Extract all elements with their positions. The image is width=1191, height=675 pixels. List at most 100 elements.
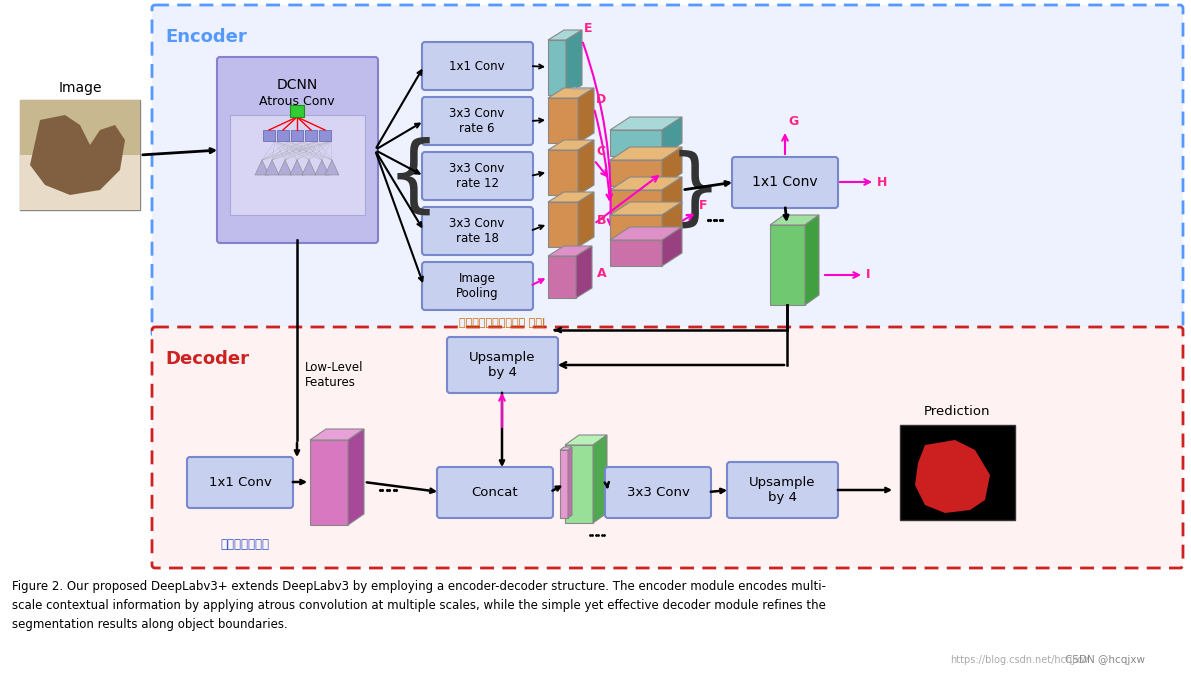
Polygon shape — [560, 447, 572, 450]
Text: D: D — [596, 93, 606, 106]
Text: Image: Image — [58, 81, 101, 95]
FancyBboxPatch shape — [437, 467, 553, 518]
FancyBboxPatch shape — [447, 337, 559, 393]
Polygon shape — [565, 445, 593, 523]
Text: E: E — [584, 22, 592, 35]
Polygon shape — [303, 160, 316, 175]
Polygon shape — [610, 227, 682, 240]
Polygon shape — [289, 160, 304, 175]
Text: Encoder: Encoder — [166, 28, 247, 46]
Polygon shape — [662, 202, 682, 241]
Bar — [278, 130, 289, 141]
FancyBboxPatch shape — [422, 97, 534, 145]
Polygon shape — [348, 429, 364, 525]
Text: 3x3 Conv
rate 12: 3x3 Conv rate 12 — [449, 162, 505, 190]
FancyBboxPatch shape — [422, 262, 534, 310]
Bar — [305, 130, 317, 141]
FancyBboxPatch shape — [727, 462, 838, 518]
Polygon shape — [566, 30, 582, 95]
Polygon shape — [610, 160, 662, 186]
Polygon shape — [593, 435, 607, 523]
Polygon shape — [662, 147, 682, 186]
Polygon shape — [548, 40, 566, 95]
Polygon shape — [548, 140, 594, 150]
Polygon shape — [805, 215, 819, 305]
Bar — [20, 100, 141, 165]
Text: H: H — [877, 176, 887, 188]
Text: Low-Level
Features: Low-Level Features — [305, 361, 363, 389]
Text: Decoder: Decoder — [166, 350, 249, 368]
Text: 这块后续再加吧: 这块后续再加吧 — [220, 538, 269, 551]
Polygon shape — [578, 192, 594, 247]
Polygon shape — [578, 88, 594, 143]
Text: Upsample
by 4: Upsample by 4 — [749, 476, 816, 504]
Polygon shape — [30, 115, 125, 195]
Polygon shape — [662, 117, 682, 156]
Text: Figure 2. Our proposed DeepLabv3+ extends DeepLabv3 by employing a encoder-decod: Figure 2. Our proposed DeepLabv3+ extend… — [12, 580, 827, 631]
Polygon shape — [576, 246, 592, 298]
Polygon shape — [771, 225, 805, 305]
Text: Atrous Conv: Atrous Conv — [260, 95, 335, 108]
Polygon shape — [548, 88, 594, 98]
Polygon shape — [548, 202, 578, 247]
Text: 3x3 Conv
rate 18: 3x3 Conv rate 18 — [449, 217, 505, 245]
Bar — [230, 115, 364, 215]
Text: C: C — [596, 145, 605, 158]
Polygon shape — [662, 227, 682, 266]
Text: B: B — [597, 214, 606, 227]
FancyBboxPatch shape — [732, 157, 838, 208]
Text: I: I — [866, 269, 871, 281]
Polygon shape — [610, 147, 682, 160]
Polygon shape — [565, 435, 607, 445]
Bar — [20, 100, 141, 210]
Polygon shape — [915, 440, 990, 513]
Bar — [291, 130, 303, 141]
Polygon shape — [548, 192, 594, 202]
Text: 1x1 Conv: 1x1 Conv — [208, 475, 272, 489]
Bar — [20, 155, 141, 210]
Polygon shape — [548, 246, 592, 256]
Polygon shape — [548, 30, 582, 40]
Polygon shape — [771, 215, 819, 225]
Polygon shape — [314, 160, 329, 175]
Polygon shape — [310, 429, 364, 440]
Bar — [319, 130, 331, 141]
Polygon shape — [266, 160, 279, 175]
Text: 1x1 Conv: 1x1 Conv — [753, 175, 818, 189]
Text: Image
Pooling: Image Pooling — [456, 272, 498, 300]
FancyBboxPatch shape — [152, 5, 1183, 336]
Polygon shape — [278, 160, 292, 175]
Polygon shape — [548, 256, 576, 298]
Text: CSDN @hcqjxw: CSDN @hcqjxw — [1065, 655, 1145, 665]
Polygon shape — [610, 117, 682, 130]
Polygon shape — [610, 190, 662, 216]
Text: 3x3 Conv: 3x3 Conv — [626, 485, 690, 499]
Text: Prediction: Prediction — [924, 405, 990, 418]
Text: A: A — [597, 267, 606, 280]
FancyBboxPatch shape — [605, 467, 711, 518]
Text: Upsample
by 4: Upsample by 4 — [469, 351, 535, 379]
FancyBboxPatch shape — [152, 327, 1183, 568]
Polygon shape — [325, 160, 339, 175]
Text: Concat: Concat — [472, 485, 518, 499]
Text: 这块缺了个上采样函数 记号J: 这块缺了个上采样函数 记号J — [459, 318, 545, 328]
Text: {: { — [386, 137, 439, 218]
Polygon shape — [610, 130, 662, 156]
Text: F: F — [699, 199, 707, 212]
FancyBboxPatch shape — [187, 457, 293, 508]
Polygon shape — [578, 140, 594, 195]
Polygon shape — [568, 447, 572, 518]
Polygon shape — [548, 150, 578, 195]
Bar — [900, 425, 1015, 520]
Bar — [263, 130, 275, 141]
Polygon shape — [560, 450, 568, 518]
FancyBboxPatch shape — [217, 57, 378, 243]
Polygon shape — [662, 177, 682, 216]
Bar — [289, 105, 304, 117]
Text: 3x3 Conv
rate 6: 3x3 Conv rate 6 — [449, 107, 505, 135]
Polygon shape — [610, 215, 662, 241]
Polygon shape — [610, 177, 682, 190]
Polygon shape — [610, 240, 662, 266]
FancyBboxPatch shape — [422, 152, 534, 200]
Text: DCNN: DCNN — [276, 78, 318, 92]
